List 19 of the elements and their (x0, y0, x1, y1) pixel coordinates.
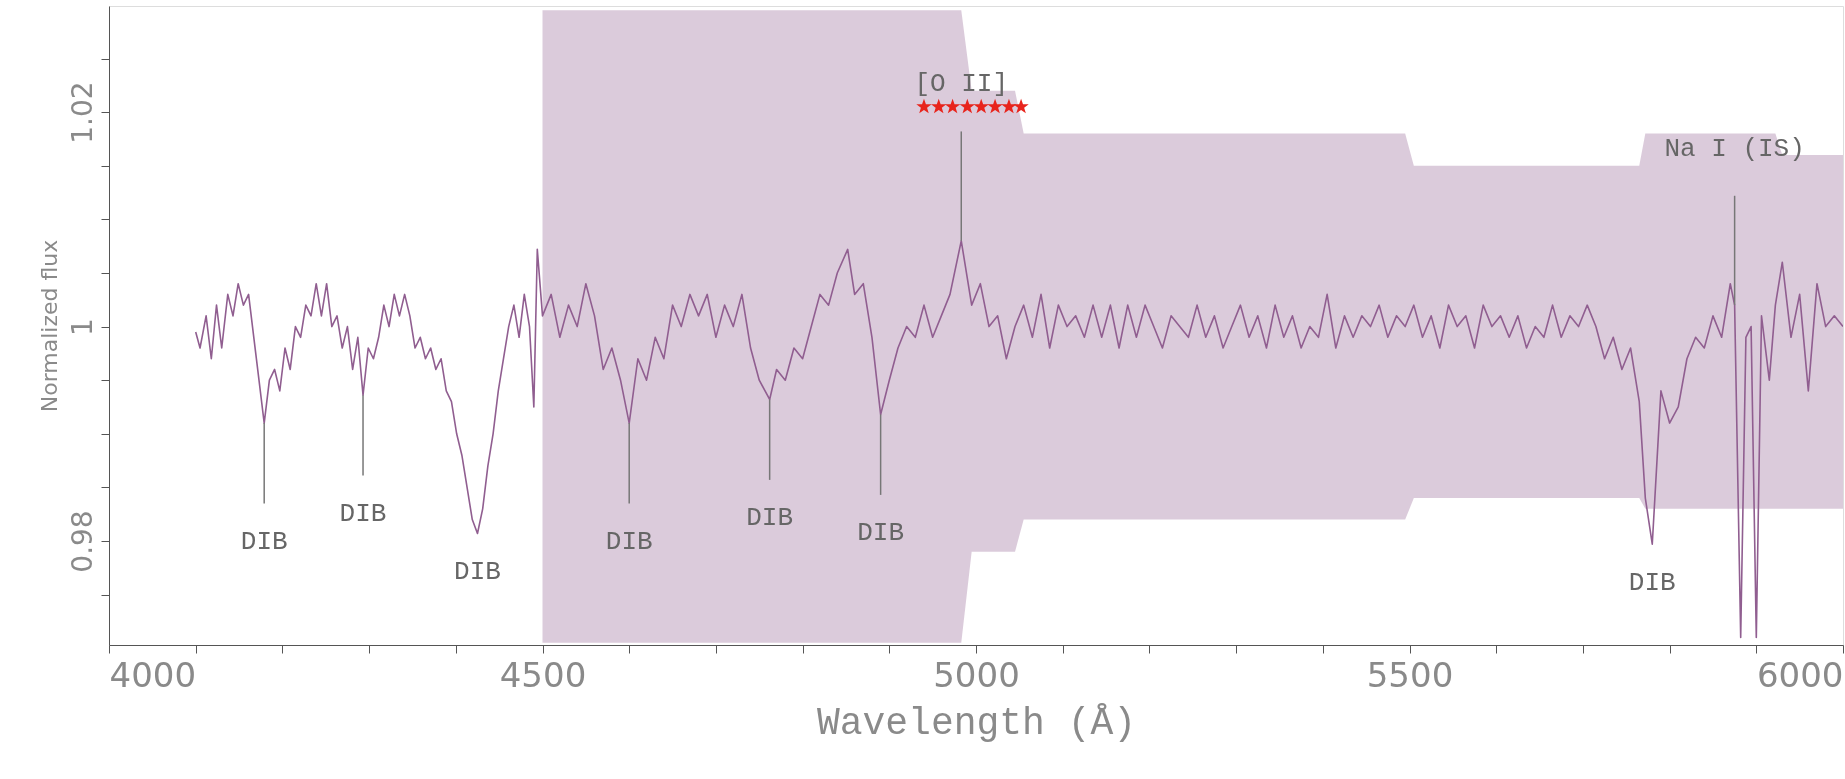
annotation: DIB (339, 499, 387, 530)
x-tick-label: 4000 (109, 654, 197, 695)
annotation: Na I (IS) (1664, 133, 1805, 164)
x-axis-title: Wavelength (Å) (816, 701, 1137, 745)
annotation: DIB (857, 518, 905, 549)
y-tick-label: 1 (65, 318, 99, 336)
x-tick-label: 6000 (1756, 654, 1844, 695)
y-tick-label: 1.02 (65, 81, 99, 144)
annotation: DIB (605, 527, 653, 557)
annotation: [O II] (914, 69, 1009, 100)
annotation: DIB (454, 557, 501, 588)
y-axis-title: Normalized flux (36, 239, 62, 413)
annotation: DIB (746, 503, 794, 534)
x-tick-label: 5500 (1366, 654, 1454, 695)
annotation: DIB (240, 527, 288, 557)
y-tick-label: 0.98 (65, 510, 99, 573)
x-tick-label: 5000 (933, 654, 1020, 695)
x-tick-label: 4500 (499, 654, 587, 695)
annotation: DIB (1628, 567, 1676, 598)
